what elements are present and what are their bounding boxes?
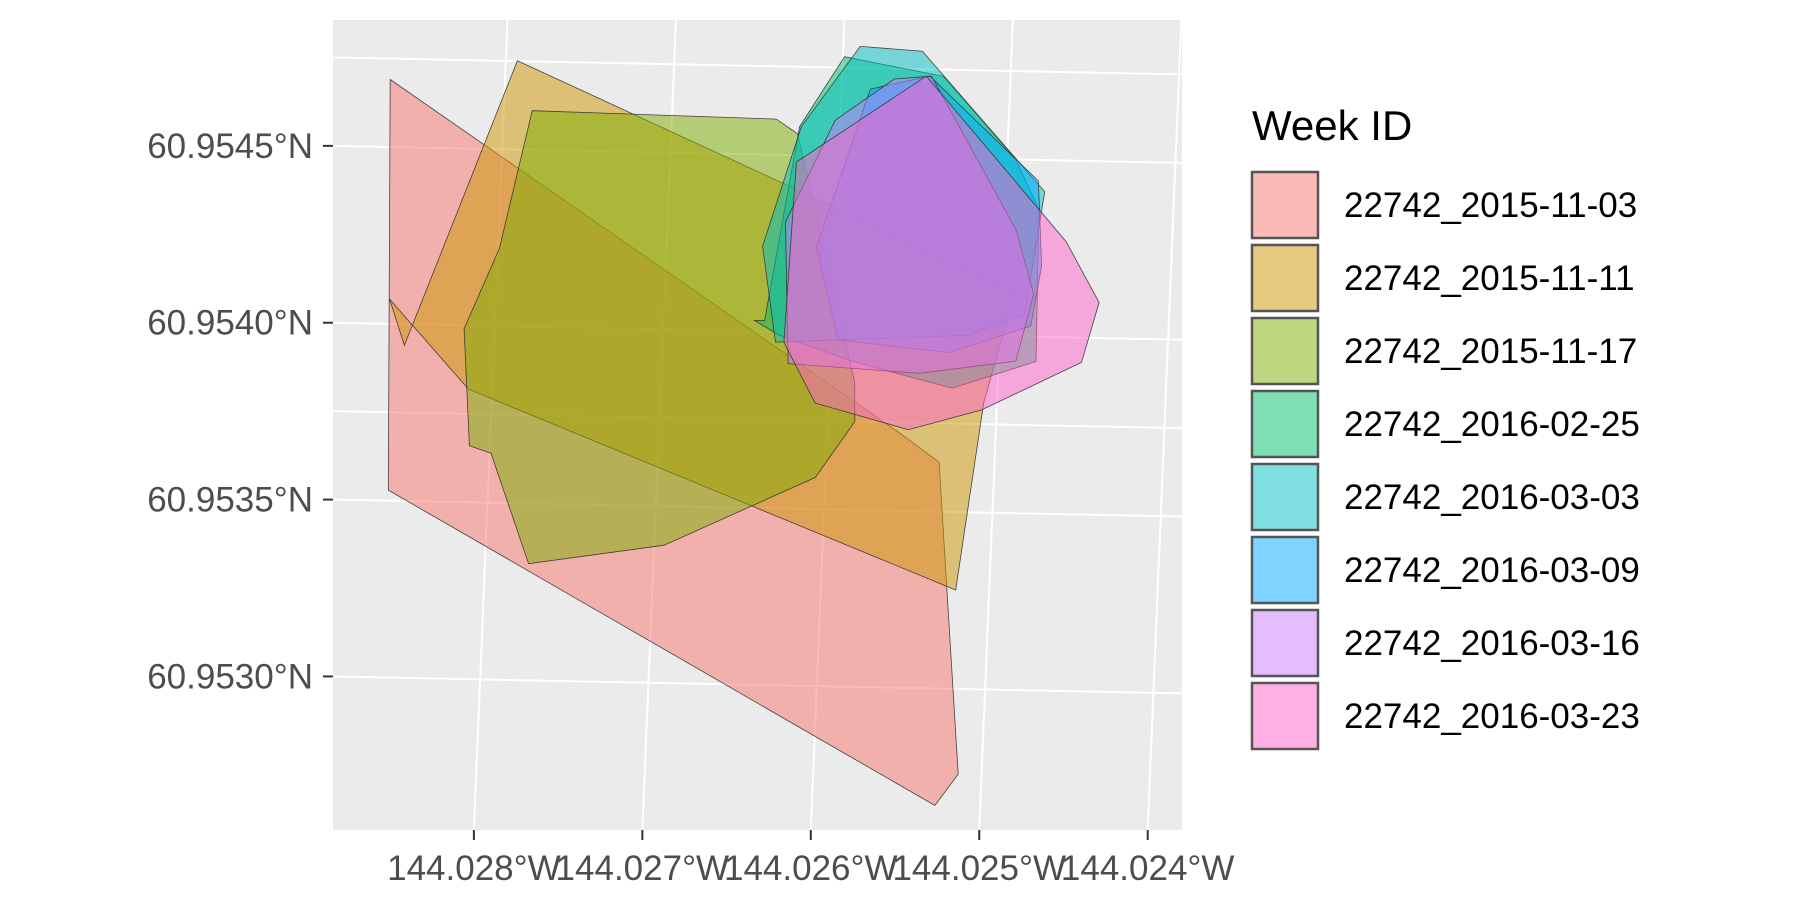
legend-entry: 22742_2016-03-16 [1250,608,1640,678]
legend-label: 22742_2016-03-23 [1344,697,1640,736]
legend-key [1250,389,1320,459]
legend-entry: 22742_2016-02-25 [1250,389,1640,459]
x-tick-label: 144.027°W [556,849,730,888]
legend-label: 22742_2015-11-03 [1344,186,1637,225]
legend-label: 22742_2016-03-09 [1344,551,1640,590]
legend-entry: 22742_2015-11-17 [1250,316,1637,386]
legend-key [1250,462,1320,532]
legend-label: 22742_2016-03-03 [1344,478,1640,517]
legend: Week ID 22742_2015-11-03 22742_2015-11-11… [1250,102,1640,751]
polygon-22742_2016-03-23 [783,75,1100,431]
y-tick-label: 60.9535°N [147,481,313,520]
legend-key [1250,608,1320,678]
legend-key [1250,243,1320,313]
legend-label: 22742_2016-03-16 [1344,624,1640,663]
y-axis: 60.9545°N 60.9540°N 60.9535°N 60.9530°N [147,127,333,696]
legend-entry: 22742_2016-03-23 [1250,681,1640,751]
x-tick-label: 144.026°W [724,849,898,888]
legend-label: 22742_2016-02-25 [1344,405,1640,444]
legend-entry: 22742_2016-03-03 [1250,462,1640,532]
legend-entry: 22742_2015-11-03 [1250,170,1637,240]
legend-entry: 22742_2016-03-09 [1250,535,1640,605]
legend-entries: 22742_2015-11-03 22742_2015-11-11 22742_20… [1250,170,1640,751]
grid-meridian [1146,19,1183,831]
legend-entry: 22742_2015-11-11 [1250,243,1635,313]
legend-title: Week ID [1252,102,1412,149]
legend-label: 22742_2015-11-17 [1344,332,1637,371]
y-tick-label: 60.9545°N [147,127,313,166]
y-tick-label: 60.9530°N [147,657,313,696]
polygon-22742_2015-11-17 [463,110,856,565]
legend-key [1250,681,1320,751]
home-range-polygons [387,45,1100,807]
x-tick-label: 144.028°W [387,849,561,888]
legend-key [1250,316,1320,386]
x-axis: 144.028°W144.027°W144.026°W144.025°W144.… [387,830,1234,888]
y-tick-label: 60.9540°N [147,304,313,343]
legend-label: 22742_2015-11-11 [1344,259,1635,298]
legend-key [1250,170,1320,240]
x-tick-label: 144.024°W [1061,849,1235,888]
grid-parallel-minor [332,56,1183,76]
x-tick-label: 144.025°W [892,849,1066,888]
legend-key [1250,535,1320,605]
